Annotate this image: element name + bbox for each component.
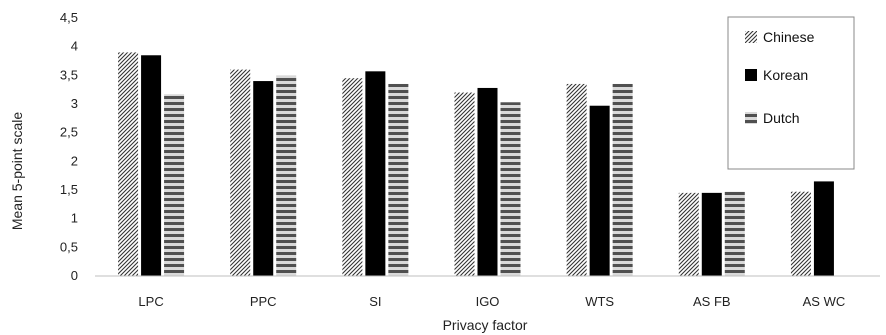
y-tick-label: 4,5: [60, 10, 78, 25]
y-tick-label: 0,5: [60, 239, 78, 254]
x-tick-label: AS FB: [693, 294, 731, 309]
bar-dutch-lpc: [164, 94, 185, 277]
y-tick-label: 1: [71, 211, 78, 226]
bar-dutch-as-fb: [724, 191, 745, 276]
legend-swatch-chinese: [745, 31, 757, 43]
x-tick-label: SI: [369, 294, 381, 309]
bar-korean-igo: [477, 87, 498, 277]
bar-chinese-as-wc: [790, 191, 811, 276]
bar-korean-wts: [589, 105, 610, 276]
bar-korean-lpc: [141, 55, 162, 277]
y-tick-label: 3: [71, 96, 78, 111]
y-axis: 0 0,5 1 1,5 2 2,5 3 3,5 4 4,5: [60, 10, 78, 283]
bar-chinese-si: [342, 78, 363, 276]
plot-area: [118, 52, 834, 277]
y-tick-label: 2,5: [60, 125, 78, 140]
y-tick-label: 1,5: [60, 182, 78, 197]
y-tick-label: 3,5: [60, 67, 78, 82]
x-tick-label: PPC: [250, 294, 277, 309]
bar-dutch-ppc: [276, 75, 297, 276]
y-tick-label: 0: [71, 268, 78, 283]
bar-korean-ppc: [253, 81, 274, 276]
legend-label-dutch: Dutch: [763, 110, 800, 126]
legend-label-korean: Korean: [763, 67, 808, 83]
y-tick-label: 2: [71, 153, 78, 168]
x-axis: LPC PPC SI IGO WTS AS FB AS WC: [95, 275, 880, 309]
legend: Chinese Korean Dutch: [727, 16, 855, 170]
bar-korean-as-wc: [813, 181, 834, 276]
bar-korean-si: [365, 71, 386, 276]
bar-dutch-wts: [612, 83, 633, 276]
x-tick-label: IGO: [476, 294, 500, 309]
bar-chinese-igo: [454, 92, 475, 277]
x-axis-title: Privacy factor: [443, 317, 528, 333]
x-tick-label: LPC: [138, 294, 163, 309]
bar-chinese-wts: [566, 83, 587, 276]
y-axis-title: Mean 5-point scale: [9, 112, 25, 231]
bar-dutch-igo: [500, 102, 521, 276]
x-tick-label: AS WC: [803, 294, 846, 309]
y-tick-label: 4: [71, 39, 78, 54]
legend-swatch-dutch: [745, 112, 757, 124]
bar-dutch-si: [388, 83, 409, 276]
bar-chinese-as-fb: [678, 192, 699, 276]
bar-chinese-ppc: [230, 69, 251, 276]
bar-korean-as-fb: [701, 192, 722, 276]
legend-swatch-korean: [745, 69, 757, 81]
x-tick-label: WTS: [585, 294, 614, 309]
legend-label-chinese: Chinese: [763, 29, 815, 45]
bar-chinese-lpc: [118, 52, 139, 277]
